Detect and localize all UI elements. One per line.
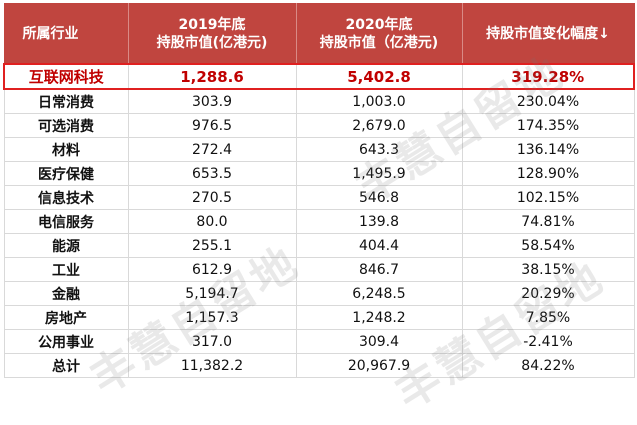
industry-name-cell: 房地产 [3, 305, 129, 330]
change-pct-cell: 174.35% [461, 113, 635, 138]
table-row: 能源 255.1 404.4 58.54% [3, 233, 635, 258]
value-2019-cell: 255.1 [127, 233, 297, 258]
table-row: 总计 11,382.2 20,967.9 84.22% [3, 353, 635, 378]
change-pct-cell: 102.15% [461, 185, 635, 210]
table-row: 金融 5,194.7 6,248.5 20.29% [3, 281, 635, 306]
change-pct-cell: 7.85% [461, 305, 635, 330]
table-row: 医疗保健 653.5 1,495.9 128.90% [3, 161, 635, 186]
value-2019-cell: 5,194.7 [127, 281, 297, 306]
value-2020-cell: 846.7 [295, 257, 463, 282]
value-2020-cell: 6,248.5 [295, 281, 463, 306]
industry-name-cell: 工业 [3, 257, 129, 282]
change-pct-cell: 230.04% [461, 88, 635, 114]
value-2020-cell: 546.8 [295, 185, 463, 210]
change-pct-cell: 136.14% [461, 137, 635, 162]
value-2020-cell: 309.4 [295, 329, 463, 354]
value-2019-cell: 653.5 [127, 161, 297, 186]
value-2019-cell: 976.5 [127, 113, 297, 138]
value-2020-cell: 139.8 [295, 209, 463, 234]
industry-holdings-table: 所属行业 2019年底 持股市值(亿港元) 2020年底 持股市值（亿港元) 持… [3, 3, 635, 378]
industry-name-cell: 材料 [3, 137, 129, 162]
value-2019-cell: 317.0 [127, 329, 297, 354]
value-2020-cell: 2,679.0 [295, 113, 463, 138]
table-row: 公用事业 317.0 309.4 -2.41% [3, 329, 635, 354]
value-2019-cell: 1,288.6 [127, 63, 297, 90]
header-industry: 所属行业 [3, 3, 129, 65]
industry-holdings-table-container: 所属行业 2019年底 持股市值(亿港元) 2020年底 持股市值（亿港元) 持… [3, 3, 635, 378]
table-header-row: 所属行业 2019年底 持股市值(亿港元) 2020年底 持股市值（亿港元) 持… [3, 3, 635, 65]
industry-name-cell: 医疗保健 [3, 161, 129, 186]
change-pct-cell: 20.29% [461, 281, 635, 306]
value-2020-cell: 643.3 [295, 137, 463, 162]
table-row: 工业 612.9 846.7 38.15% [3, 257, 635, 282]
value-2020-cell: 20,967.9 [295, 353, 463, 378]
change-pct-cell: 84.22% [461, 353, 635, 378]
change-pct-cell: 74.81% [461, 209, 635, 234]
industry-name-cell: 公用事业 [3, 329, 129, 354]
table-row: 可选消费 976.5 2,679.0 174.35% [3, 113, 635, 138]
header-2019-value: 2019年底 持股市值(亿港元) [127, 3, 297, 65]
value-2020-cell: 404.4 [295, 233, 463, 258]
industry-name-cell: 信息技术 [3, 185, 129, 210]
header-change-pct: 持股市值变化幅度↓ [461, 3, 635, 65]
table-row: 材料 272.4 643.3 136.14% [3, 137, 635, 162]
industry-name-cell: 日常消费 [3, 88, 129, 114]
table-row: 互联网科技 1,288.6 5,402.8 319.28% [3, 63, 635, 90]
value-2019-cell: 270.5 [127, 185, 297, 210]
value-2020-cell: 5,402.8 [295, 63, 463, 90]
industry-name-cell: 可选消费 [3, 113, 129, 138]
change-pct-cell: 319.28% [461, 63, 635, 90]
table-row: 电信服务 80.0 139.8 74.81% [3, 209, 635, 234]
value-2019-cell: 612.9 [127, 257, 297, 282]
value-2020-cell: 1,248.2 [295, 305, 463, 330]
industry-name-cell: 总计 [3, 353, 129, 378]
table-row: 房地产 1,157.3 1,248.2 7.85% [3, 305, 635, 330]
value-2020-cell: 1,003.0 [295, 88, 463, 114]
value-2020-cell: 1,495.9 [295, 161, 463, 186]
industry-name-cell: 能源 [3, 233, 129, 258]
change-pct-cell: 58.54% [461, 233, 635, 258]
industry-name-cell: 互联网科技 [3, 63, 129, 90]
change-pct-cell: -2.41% [461, 329, 635, 354]
value-2019-cell: 11,382.2 [127, 353, 297, 378]
table-row: 日常消费 303.9 1,003.0 230.04% [3, 88, 635, 114]
value-2019-cell: 1,157.3 [127, 305, 297, 330]
value-2019-cell: 272.4 [127, 137, 297, 162]
industry-name-cell: 金融 [3, 281, 129, 306]
value-2019-cell: 80.0 [127, 209, 297, 234]
table-row: 信息技术 270.5 546.8 102.15% [3, 185, 635, 210]
change-pct-cell: 38.15% [461, 257, 635, 282]
industry-name-cell: 电信服务 [3, 209, 129, 234]
header-2020-value: 2020年底 持股市值（亿港元) [295, 3, 463, 65]
change-pct-cell: 128.90% [461, 161, 635, 186]
header-2019-text: 2019年底 持股市值(亿港元) [156, 16, 268, 51]
header-2020-text: 2020年底 持股市值（亿港元) [319, 16, 439, 51]
value-2019-cell: 303.9 [127, 88, 297, 114]
